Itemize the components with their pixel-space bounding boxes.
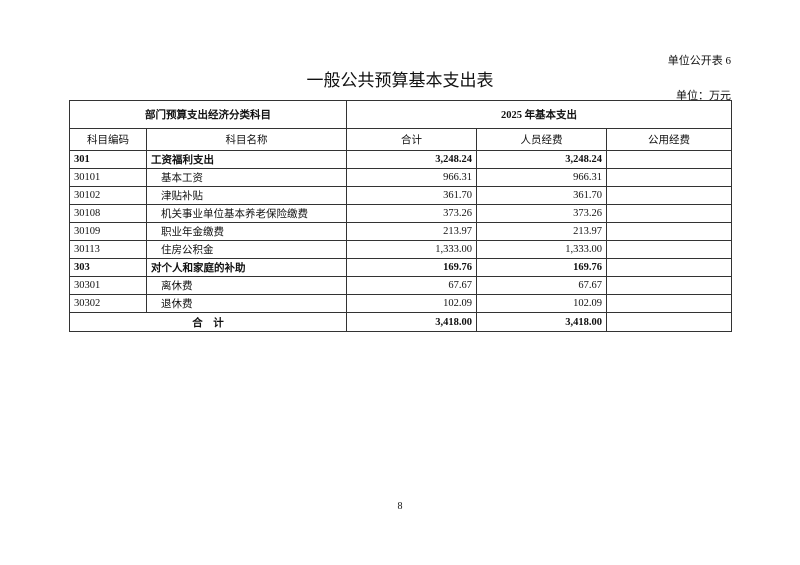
header-code: 科目编码 — [69, 128, 147, 151]
header-name: 科目名称 — [146, 128, 347, 151]
cell-name: 机关事业单位基本养老保险缴费 — [146, 204, 347, 223]
cell-name: 基本工资 — [146, 168, 347, 187]
cell-name: 对个人和家庭的补助 — [146, 258, 347, 277]
cell-personnel: 361.70 — [476, 186, 607, 205]
cell-public — [606, 204, 732, 223]
table-row: 30302 退休费 102.09 102.09 — [69, 294, 732, 313]
cell-public — [606, 258, 732, 277]
cell-personnel: 213.97 — [476, 222, 607, 241]
total-row: 合 计 3,418.00 3,418.00 — [69, 312, 732, 332]
cell-public — [606, 150, 732, 169]
cell-personnel: 102.09 — [476, 294, 607, 313]
table-row: 30108 机关事业单位基本养老保险缴费 373.26 373.26 — [69, 204, 732, 223]
table-row: 303 对个人和家庭的补助 169.76 169.76 — [69, 258, 732, 277]
total-personnel: 3,418.00 — [476, 312, 607, 332]
page-title: 一般公共预算基本支出表 — [306, 71, 494, 90]
table-row: 30109 职业年金缴费 213.97 213.97 — [69, 222, 732, 241]
cell-name: 工资福利支出 — [146, 150, 347, 169]
cell-total: 3,248.24 — [346, 150, 477, 169]
header-total: 合计 — [346, 128, 477, 151]
table-row: 301 工资福利支出 3,248.24 3,248.24 — [69, 150, 732, 169]
cell-code: 30108 — [69, 204, 147, 223]
cell-total: 373.26 — [346, 204, 477, 223]
cell-personnel: 1,333.00 — [476, 240, 607, 259]
cell-code: 303 — [69, 258, 147, 277]
header-public: 公用经费 — [606, 128, 732, 151]
cell-code: 30113 — [69, 240, 147, 259]
cell-total: 67.67 — [346, 276, 477, 295]
cell-name: 退休费 — [146, 294, 347, 313]
header-group-left: 部门预算支出经济分类科目 — [69, 100, 347, 129]
cell-personnel: 373.26 — [476, 204, 607, 223]
unit-label: 单位：万元 — [676, 90, 731, 102]
header-row-group: 部门预算支出经济分类科目 2025 年基本支出 — [69, 100, 732, 129]
cell-total: 102.09 — [346, 294, 477, 313]
header-personnel: 人员经费 — [476, 128, 607, 151]
cell-code: 30109 — [69, 222, 147, 241]
total-label: 合 计 — [69, 312, 347, 332]
cell-personnel: 3,248.24 — [476, 150, 607, 169]
table-row: 30301 离休费 67.67 67.67 — [69, 276, 732, 295]
cell-public — [606, 240, 732, 259]
cell-public — [606, 168, 732, 187]
cell-code: 30301 — [69, 276, 147, 295]
total-public — [606, 312, 732, 332]
cell-total: 169.76 — [346, 258, 477, 277]
cell-personnel: 966.31 — [476, 168, 607, 187]
form-number: 单位公开表 6 — [667, 55, 731, 67]
total-sum: 3,418.00 — [346, 312, 477, 332]
table-row: 30101 基本工资 966.31 966.31 — [69, 168, 732, 187]
cell-total: 1,333.00 — [346, 240, 477, 259]
cell-personnel: 67.67 — [476, 276, 607, 295]
header-row: 科目编码 科目名称 合计 人员经费 公用经费 — [69, 128, 732, 151]
cell-code: 30101 — [69, 168, 147, 187]
expenditure-table: 部门预算支出经济分类科目 2025 年基本支出 科目编码 科目名称 合计 人员经… — [69, 100, 732, 332]
cell-total: 361.70 — [346, 186, 477, 205]
cell-code: 30102 — [69, 186, 147, 205]
table-row: 30113 住房公积金 1,333.00 1,333.00 — [69, 240, 732, 259]
cell-name: 职业年金缴费 — [146, 222, 347, 241]
cell-name: 住房公积金 — [146, 240, 347, 259]
page-number: 8 — [397, 501, 403, 512]
cell-name: 离休费 — [146, 276, 347, 295]
header-group-right: 2025 年基本支出 — [346, 100, 732, 129]
cell-personnel: 169.76 — [476, 258, 607, 277]
cell-public — [606, 294, 732, 313]
cell-code: 301 — [69, 150, 147, 169]
cell-total: 213.97 — [346, 222, 477, 241]
cell-public — [606, 222, 732, 241]
table-row: 30102 津贴补贴 361.70 361.70 — [69, 186, 732, 205]
cell-code: 30302 — [69, 294, 147, 313]
cell-public — [606, 186, 732, 205]
cell-public — [606, 276, 732, 295]
cell-total: 966.31 — [346, 168, 477, 187]
cell-name: 津贴补贴 — [146, 186, 347, 205]
